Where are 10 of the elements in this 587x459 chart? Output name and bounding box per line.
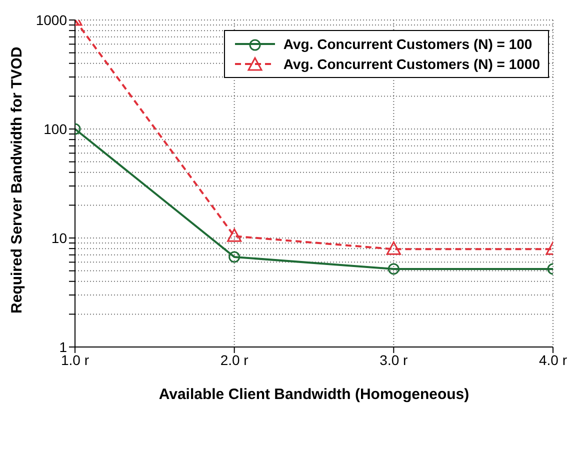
y-tick-label: 100 [44, 120, 68, 137]
x-tick-label: 2.0 r [220, 352, 249, 368]
x-axis-title: Available Client Bandwidth (Homogeneous) [158, 386, 470, 403]
y-tick-label: 10 [51, 230, 68, 246]
x-tick-label: 3.0 r [380, 352, 408, 368]
y-axis-title: Required Server Bandwidth for TVOD [8, 46, 26, 314]
legend-label: Avg. Concurrent Customers (N) = 1000 [283, 55, 540, 74]
y-tick-label: 1000 [36, 12, 68, 28]
legend-label: Avg. Concurrent Customers (N) = 100 [283, 35, 532, 54]
x-tick-label: 4.0 r [538, 352, 568, 368]
